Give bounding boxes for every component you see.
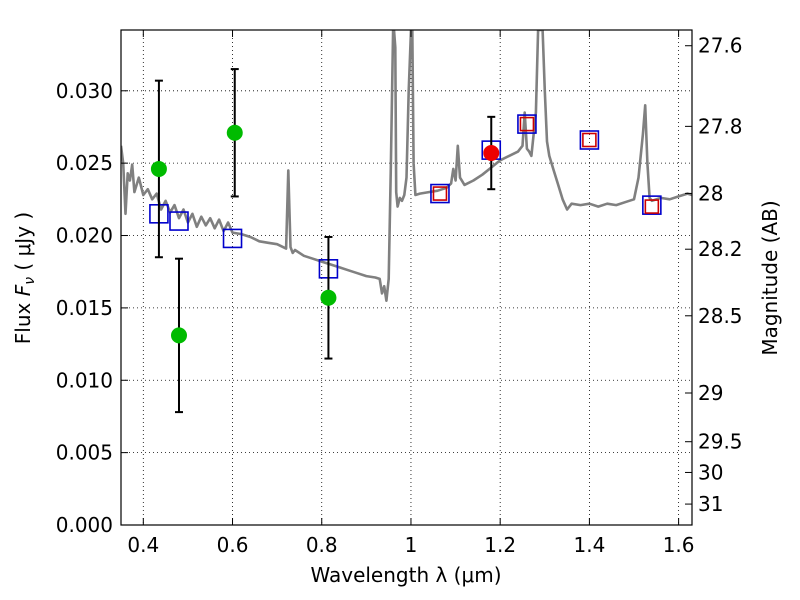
model-square-marker xyxy=(430,183,450,204)
y-tick-label: 0.020 xyxy=(56,224,113,248)
y2-tick-label: 29 xyxy=(698,381,723,405)
observation-point xyxy=(150,160,167,177)
ir-model-square-marker xyxy=(519,116,535,132)
spectrum-line xyxy=(121,30,692,303)
observation-point xyxy=(226,124,243,141)
y-tick-label: 0.030 xyxy=(56,79,113,103)
y-tick-label: 0.000 xyxy=(56,513,113,537)
y2-tick-label: 28 xyxy=(698,181,723,205)
y-tick-label: 0.010 xyxy=(56,368,113,392)
x-tick-label: 1.4 xyxy=(573,533,605,557)
y2-tick-label: 29.5 xyxy=(698,430,743,454)
ir-model-square-marker xyxy=(644,199,660,214)
model-square-marker xyxy=(169,211,189,231)
y2-tick-label: 28.5 xyxy=(698,304,743,328)
y-tick-label: 0.025 xyxy=(56,151,113,175)
model-square-marker xyxy=(642,195,662,215)
observation-point xyxy=(320,289,337,306)
x-tick-label: 0.8 xyxy=(306,533,338,557)
y2-tick-label: 27.8 xyxy=(698,114,743,138)
plot-frame xyxy=(120,29,693,526)
axis-ticks: 0.4 0.6 0.8 1 1.2 1.4 1.6 0.000 0.005 0.010 0.015 0… xyxy=(56,30,743,557)
ir-model-square-marker xyxy=(582,132,597,148)
plot-area xyxy=(121,30,692,414)
y2-tick-label: 31 xyxy=(698,492,723,516)
model-square-marker xyxy=(222,228,243,249)
y2-tick-label: 27.6 xyxy=(698,34,743,58)
y-tick-label: 0.015 xyxy=(56,296,113,320)
grid xyxy=(121,30,692,526)
y2-tick-label: 30 xyxy=(698,460,723,484)
x-axis-title: Wavelength λ (μm) xyxy=(310,563,501,587)
x-tick-label: 1 xyxy=(405,533,418,557)
x-tick-label: 0.4 xyxy=(127,533,159,557)
y2-tick-label: 28.2 xyxy=(698,237,743,261)
x-tick-label: 0.6 xyxy=(217,533,249,557)
y-tick-label: 0.005 xyxy=(56,441,113,465)
y-axis-title: Flux Fν ( μJy ) xyxy=(11,212,38,344)
y2-axis-title: Magnitude (AB) xyxy=(758,200,782,355)
observation-point xyxy=(483,145,500,162)
ir-model-square-marker xyxy=(432,186,448,201)
x-tick-label: 1.2 xyxy=(484,533,516,557)
model-square-marker xyxy=(517,114,537,134)
x-tick-label: 1.6 xyxy=(663,533,695,557)
observation-point xyxy=(170,327,187,344)
model-square-marker xyxy=(579,130,600,150)
